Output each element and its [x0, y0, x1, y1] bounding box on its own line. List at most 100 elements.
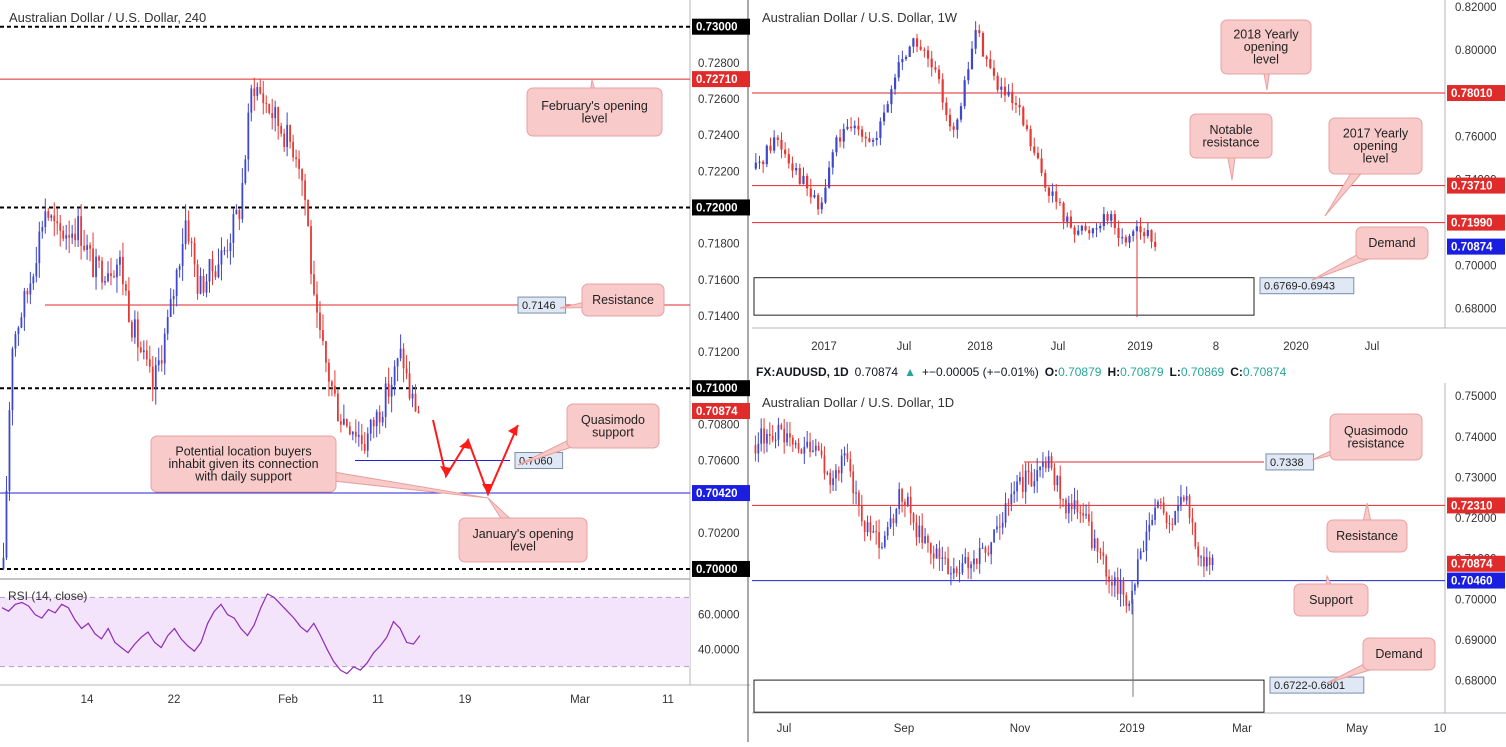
h4-chart[interactable]: 0.73000 0.72800 0.72600 0.72400 0.72200 0.720… [0, 0, 750, 742]
weekly-candle [1088, 230, 1091, 234]
h4-candle [322, 330, 324, 342]
h4-candle [130, 322, 133, 338]
weekly-candle [937, 69, 941, 80]
weekly-candle [908, 46, 911, 57]
weekly-zone-label-bg [1259, 277, 1355, 295]
weekly-callout-2018-box-fill [1222, 21, 1310, 73]
weekly-candle [1154, 241, 1157, 248]
weekly-candle [985, 56, 988, 60]
h4-arrow-head [459, 440, 470, 449]
h4-y-tick: 0.72400 [698, 130, 740, 142]
weekly-callout-notable-text: resistance [1203, 135, 1260, 149]
daily-candle [996, 526, 998, 530]
daily-candle [1070, 503, 1073, 510]
daily-chart-panel[interactable]: 0.750000.740000.730000.720000.710000.700… [752, 383, 1506, 742]
h4-candle [387, 383, 390, 397]
h4-candle [208, 259, 211, 282]
daily-candle [975, 558, 978, 564]
weekly-candle [1117, 227, 1120, 239]
daily-candle [791, 437, 794, 445]
daily-candle [1157, 501, 1159, 508]
h4-candle [310, 226, 312, 275]
daily-candle [981, 547, 984, 549]
h4-x-tick: 14 [81, 694, 94, 706]
weekly-x-tick: Jul [1365, 341, 1380, 353]
daily-callout-support: Support [1293, 574, 1369, 617]
daily-candle [947, 558, 949, 575]
h4-candle [366, 433, 369, 451]
h4-chart-panel[interactable]: 0.73000 0.72800 0.72600 0.72400 0.72200 0.720… [0, 0, 750, 742]
h4-candle [86, 245, 88, 250]
h4-price-tag-bg [692, 380, 750, 397]
daily-candle [878, 531, 880, 548]
weekly-candle [941, 79, 944, 103]
h4-candle [348, 426, 351, 435]
daily-candle [955, 568, 958, 574]
daily-candle [809, 441, 811, 453]
daily-candle [855, 492, 857, 494]
h4-candle [265, 103, 268, 105]
weekly-x-tick: 2019 [1127, 341, 1153, 353]
h4-candle [77, 216, 80, 241]
weekly-candle [1040, 158, 1043, 173]
h4-candle [38, 231, 41, 264]
daily-candle [1200, 556, 1202, 558]
weekly-candle [886, 104, 889, 113]
daily-candle [1079, 512, 1082, 514]
daily-candle [927, 536, 929, 543]
h4-candle [381, 416, 384, 423]
h4-candle [271, 113, 274, 119]
weekly-candle [769, 145, 772, 151]
h4-candle [2, 557, 5, 569]
daily-candle [1105, 555, 1108, 577]
weekly-candle [817, 195, 820, 210]
h4-candle [402, 348, 405, 369]
daily-candle [800, 449, 803, 454]
daily-candle [1194, 522, 1197, 547]
h4-candle [396, 358, 399, 367]
h4-candle [289, 124, 292, 142]
weekly-candle [1146, 230, 1149, 236]
weekly-candle [926, 50, 930, 59]
weekly-candle [1000, 86, 1003, 90]
daily-x-tick: Jul [777, 723, 792, 735]
h4-candle [98, 256, 100, 261]
h4-callout-february-text: level [582, 111, 608, 125]
weekly-candle [1135, 226, 1138, 232]
h4-candle [59, 223, 62, 231]
weekly-candle [868, 138, 871, 142]
daily-candle [978, 548, 981, 564]
weekly-zone-label: 0.6769-0.6943 [1264, 281, 1335, 293]
weekly-callout-demand: Demand [1311, 226, 1429, 281]
h4-candle [133, 319, 136, 338]
daily-candle [915, 522, 918, 538]
h4-candle [95, 256, 97, 278]
daily-candle [1108, 576, 1110, 582]
h4-callout-quasimodo-text: Quasimodo [581, 413, 645, 427]
h4-title: Australian Dollar / U.S. Dollar, 240 [9, 10, 206, 25]
weekly-candle [919, 46, 922, 50]
weekly-chart[interactable]: 0.820000.800000.780000.760000.740000.720… [752, 0, 1506, 361]
weekly-candle [1058, 201, 1062, 203]
h4-candle [214, 271, 217, 278]
daily-candle [984, 547, 987, 553]
symbol-info-bar: FX:AUDUSD, 1D 0.70874 ▲ +−0.00005 (+−0.0… [752, 361, 1506, 383]
weekly-x-tick: 2020 [1283, 341, 1309, 353]
weekly-candle [824, 187, 827, 203]
daily-y-tick: 0.74000 [1455, 432, 1497, 444]
h4-candle [113, 275, 115, 278]
weekly-price-tag: 0.70874 [1451, 242, 1493, 254]
h4-candle [32, 276, 35, 284]
h4-callout-resistance-box-fill [583, 285, 663, 315]
daily-candle [1203, 556, 1205, 567]
daily-candle [895, 508, 898, 524]
daily-candle [1096, 538, 1099, 552]
h4-candle [384, 383, 387, 417]
weekly-candle [882, 112, 886, 122]
weekly-chart-panel[interactable]: 0.820000.800000.780000.760000.740000.720… [752, 0, 1506, 361]
daily-chart[interactable]: 0.750000.740000.730000.720000.710000.700… [752, 383, 1506, 742]
h4-candle [232, 214, 235, 243]
h4-x-tick: 11 [662, 694, 674, 706]
weekly-callout-2017-text: 2017 Yearly [1343, 127, 1409, 141]
